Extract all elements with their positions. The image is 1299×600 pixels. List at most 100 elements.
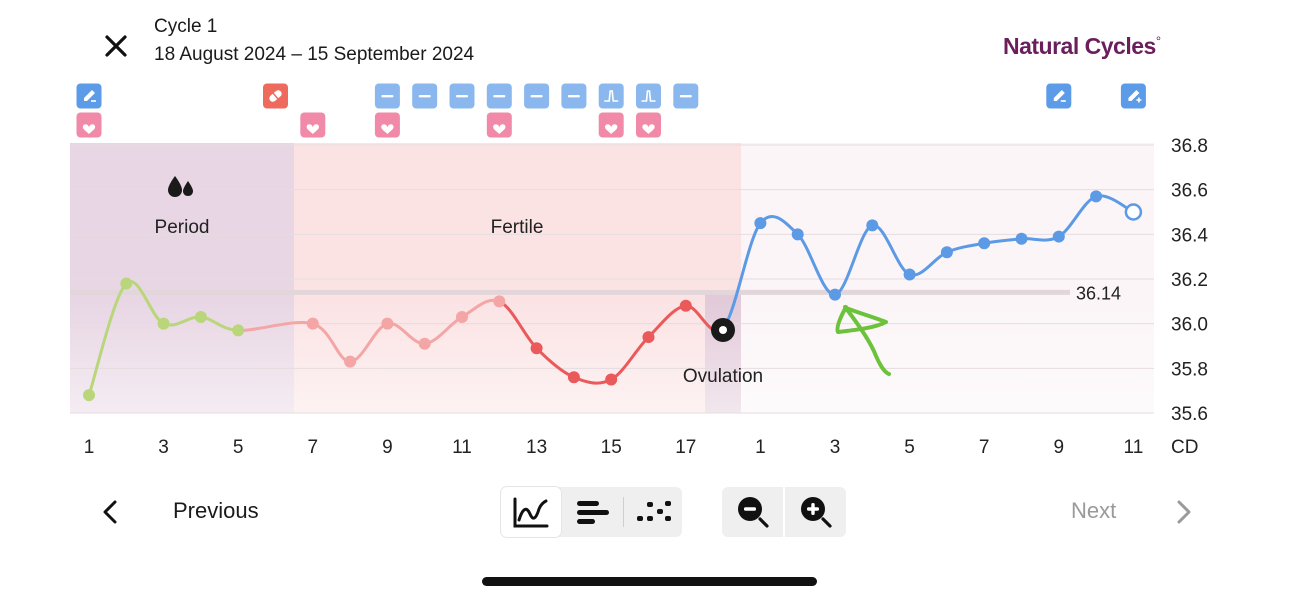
zoom-in-button[interactable] [785,487,846,537]
period-label: Period [155,217,210,238]
temperature-point[interactable] [940,246,953,259]
pill-icon[interactable] [263,83,288,109]
x-tick-label: 1 [84,437,95,458]
temperature-point[interactable] [120,277,133,290]
temperature-point[interactable] [456,310,468,323]
segment-divider [623,497,624,527]
axis-labels: 36.836.636.436.236.035.835.61 3 5 7 9 11 13 15 1… [84,136,1209,458]
brand-name: Natural Cycles [1003,33,1156,59]
coverline-value: 36.14 [1076,283,1121,303]
test-negative-icon[interactable] [486,83,512,109]
view-toggle-group [501,487,682,537]
y-tick-label: 36.2 [1171,270,1208,291]
test-negative-icon[interactable] [449,83,475,109]
y-tick-label: 36.0 [1171,315,1208,336]
close-icon [105,35,127,57]
temperature-point[interactable] [866,219,879,232]
close-button[interactable] [98,28,134,64]
x-tick-label: 7 [979,437,990,458]
edit-note-icon[interactable] [1046,83,1072,109]
temperature-point[interactable] [493,295,506,308]
temperature-point[interactable] [754,217,767,230]
temperature-point[interactable] [157,317,170,330]
heart-icon[interactable] [598,112,624,138]
x-tick-label: 9 [382,437,393,458]
curve-view-button[interactable] [501,487,561,537]
temperature-point[interactable] [1015,232,1028,245]
x-axis-unit-label: CD [1171,437,1198,458]
home-indicator [482,577,817,586]
y-tick-label: 35.8 [1171,359,1208,380]
temperature-point[interactable] [83,389,95,402]
temperature-point[interactable] [418,337,431,350]
heart-icon[interactable] [636,112,661,138]
temperature-point[interactable] [679,299,692,312]
add-note-icon[interactable] [1120,83,1146,109]
y-tick-label: 36.6 [1171,181,1208,202]
x-tick-label: 11 [452,437,472,458]
dots-view-button[interactable] [625,487,682,537]
y-tick-label: 36.8 [1171,136,1208,157]
bars-view-button[interactable] [563,487,623,537]
x-tick-label: 1 [755,437,766,458]
ovulation-label: Ovulation [683,366,763,387]
test-negative-icon[interactable] [374,83,400,109]
lh-test-icon[interactable] [598,83,624,109]
temperature-point[interactable] [306,317,319,330]
x-tick-label: 13 [526,437,547,458]
heart-icon[interactable] [374,112,400,138]
cycle-dates: 18 August 2024 – 15 September 2024 [154,44,475,65]
temperature-line-segment [87,281,128,397]
temperature-point[interactable] [605,373,618,386]
brand-mark: ° [1155,33,1161,49]
grid-lines [70,144,1154,414]
y-tick-label: 35.6 [1171,404,1208,425]
next-button[interactable] [1168,496,1198,528]
temperature-point[interactable] [194,310,207,323]
temperature-point[interactable] [903,268,916,281]
zoom-group [722,487,846,537]
temperature-point[interactable] [530,342,543,355]
x-tick-label: 3 [830,437,841,458]
test-negative-icon[interactable] [561,83,587,109]
temperature-point[interactable] [1090,190,1103,203]
brand-logo: Natural Cycles° [1003,33,1161,60]
next-label[interactable]: Next [1071,498,1117,523]
temperature-point[interactable] [978,237,991,250]
heart-icon[interactable] [76,112,102,138]
temperature-chart: 36.14 Period Fertile Ovulation 36.8 36.6 3… [70,83,1209,458]
cycle-title: Cycle 1 [154,16,218,37]
temperature-point[interactable] [344,355,357,368]
edit-note-icon[interactable] [76,83,102,109]
temperature-point[interactable] [381,317,394,330]
heart-icon[interactable] [486,112,512,138]
temperature-point[interactable] [567,371,580,384]
x-tick-label: 17 [675,437,696,458]
fertile-label: Fertile [491,217,544,238]
temperature-point[interactable] [829,288,841,301]
temperature-point[interactable] [1052,230,1065,243]
scatter-dots-icon [636,501,671,521]
previous-button[interactable] [96,496,126,528]
ovulation-marker[interactable] [711,318,735,342]
temperature-point[interactable] [642,331,655,344]
heart-icon[interactable] [300,112,326,138]
temperature-point[interactable] [791,228,804,241]
curve-chart-icon [513,497,549,528]
temperature-point[interactable] [232,324,245,337]
lh-test-icon[interactable] [636,83,661,109]
temperature-point[interactable] [1124,203,1143,221]
y-tick-label: 36.4 [1171,225,1208,246]
drops-icon [168,176,193,197]
x-tick-label: 9 [1054,437,1065,458]
zoom-out-icon [737,497,769,528]
test-negative-icon[interactable] [412,83,438,109]
chevron-left-icon [103,500,117,524]
x-tick-label: 15 [601,437,622,458]
zoom-out-button[interactable] [722,487,783,537]
hand-drawn-annotation [835,305,891,376]
previous-label[interactable]: Previous [173,498,259,523]
test-negative-icon[interactable] [524,83,550,109]
bars-icon [577,501,609,524]
test-negative-icon[interactable] [673,83,699,109]
